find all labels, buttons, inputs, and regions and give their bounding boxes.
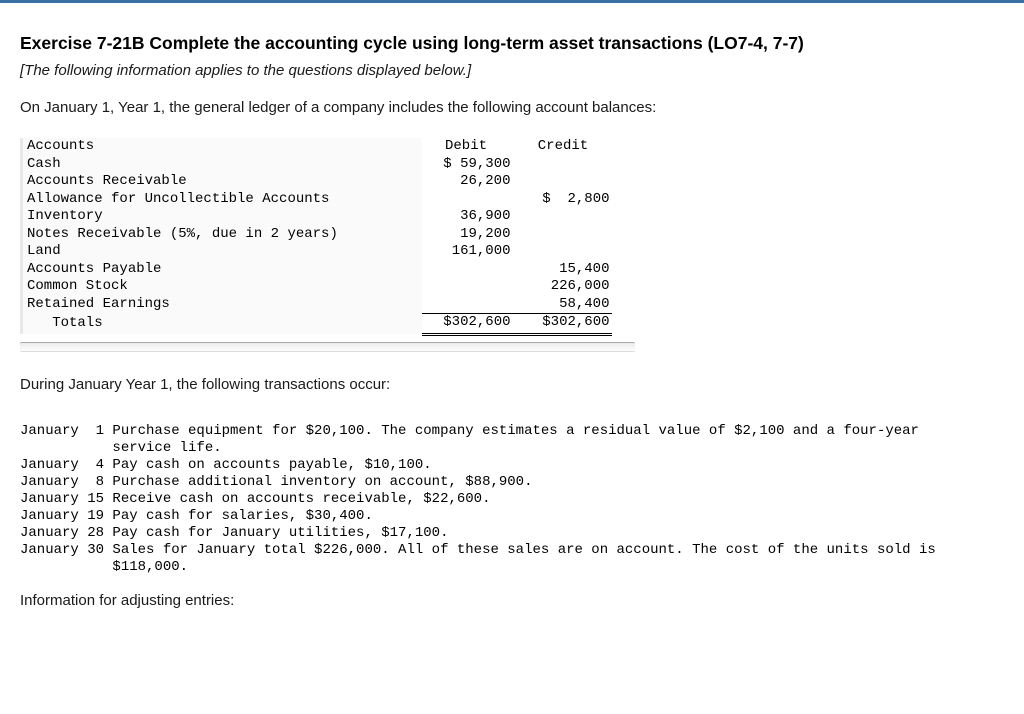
cell-debit: $ 59,300	[422, 156, 517, 174]
adjusting-entries-heading: Information for adjusting entries:	[20, 592, 1004, 609]
cell-debit	[422, 296, 517, 314]
cell-total-debit: $302,600	[422, 314, 517, 335]
table-row: Land161,000	[22, 243, 612, 261]
cell-debit	[422, 191, 517, 209]
table-row: Retained Earnings 58,400	[22, 296, 612, 314]
transactions-list: January 1 Purchase equipment for $20,100…	[20, 423, 1004, 577]
exercise-title: Exercise 7-21B Complete the accounting c…	[20, 33, 1004, 54]
table-scroll-shadow	[20, 342, 635, 352]
cell-total-label: Totals	[22, 314, 422, 335]
cell-acct: Allowance for Uncollectible Accounts	[22, 191, 422, 209]
cell-debit: 36,900	[422, 208, 517, 226]
transactions-intro: During January Year 1, the following tra…	[20, 376, 1004, 393]
cell-debit: 161,000	[422, 243, 517, 261]
table-row: Notes Receivable (5%, due in 2 years)19,…	[22, 226, 612, 244]
cell-acct: Inventory	[22, 208, 422, 226]
table-row: Cash$ 59,300	[22, 156, 612, 174]
intro-text: On January 1, Year 1, the general ledger…	[20, 99, 1004, 116]
cell-acct: Accounts Payable	[22, 261, 422, 279]
cell-acct: Cash	[22, 156, 422, 174]
table-row: Accounts Payable 15,400	[22, 261, 612, 279]
table-row: Common Stock 226,000	[22, 278, 612, 296]
cell-credit	[517, 243, 612, 261]
cell-debit: 26,200	[422, 173, 517, 191]
cell-acct: Retained Earnings	[22, 296, 422, 314]
col-accounts: Accounts	[22, 138, 422, 156]
cell-credit: 15,400	[517, 261, 612, 279]
table-row: Inventory36,900	[22, 208, 612, 226]
cell-debit	[422, 261, 517, 279]
page-content: Exercise 7-21B Complete the accounting c…	[0, 3, 1024, 619]
cell-debit	[422, 278, 517, 296]
cell-acct: Land	[22, 243, 422, 261]
table-row: Allowance for Uncollectible Accounts $ 2,…	[22, 191, 612, 209]
cell-credit	[517, 208, 612, 226]
cell-acct: Common Stock	[22, 278, 422, 296]
ledger-table-wrap: Accounts Debit Credit Cash$ 59,300 Accou…	[20, 138, 635, 336]
cell-credit	[517, 156, 612, 174]
exercise-subtitle: [The following information applies to th…	[20, 62, 1004, 79]
col-credit: Credit	[517, 138, 612, 156]
ledger-header-row: Accounts Debit Credit	[22, 138, 612, 156]
col-debit: Debit	[422, 138, 517, 156]
cell-credit	[517, 226, 612, 244]
ledger-table: Accounts Debit Credit Cash$ 59,300 Accou…	[20, 138, 612, 336]
cell-credit	[517, 173, 612, 191]
cell-debit: 19,200	[422, 226, 517, 244]
cell-total-credit: $302,600	[517, 314, 612, 335]
totals-row: Totals$302,600$302,600	[22, 314, 612, 335]
cell-credit: $ 2,800	[517, 191, 612, 209]
cell-acct: Accounts Receivable	[22, 173, 422, 191]
cell-credit: 58,400	[517, 296, 612, 314]
cell-credit: 226,000	[517, 278, 612, 296]
table-row: Accounts Receivable26,200	[22, 173, 612, 191]
cell-acct: Notes Receivable (5%, due in 2 years)	[22, 226, 422, 244]
